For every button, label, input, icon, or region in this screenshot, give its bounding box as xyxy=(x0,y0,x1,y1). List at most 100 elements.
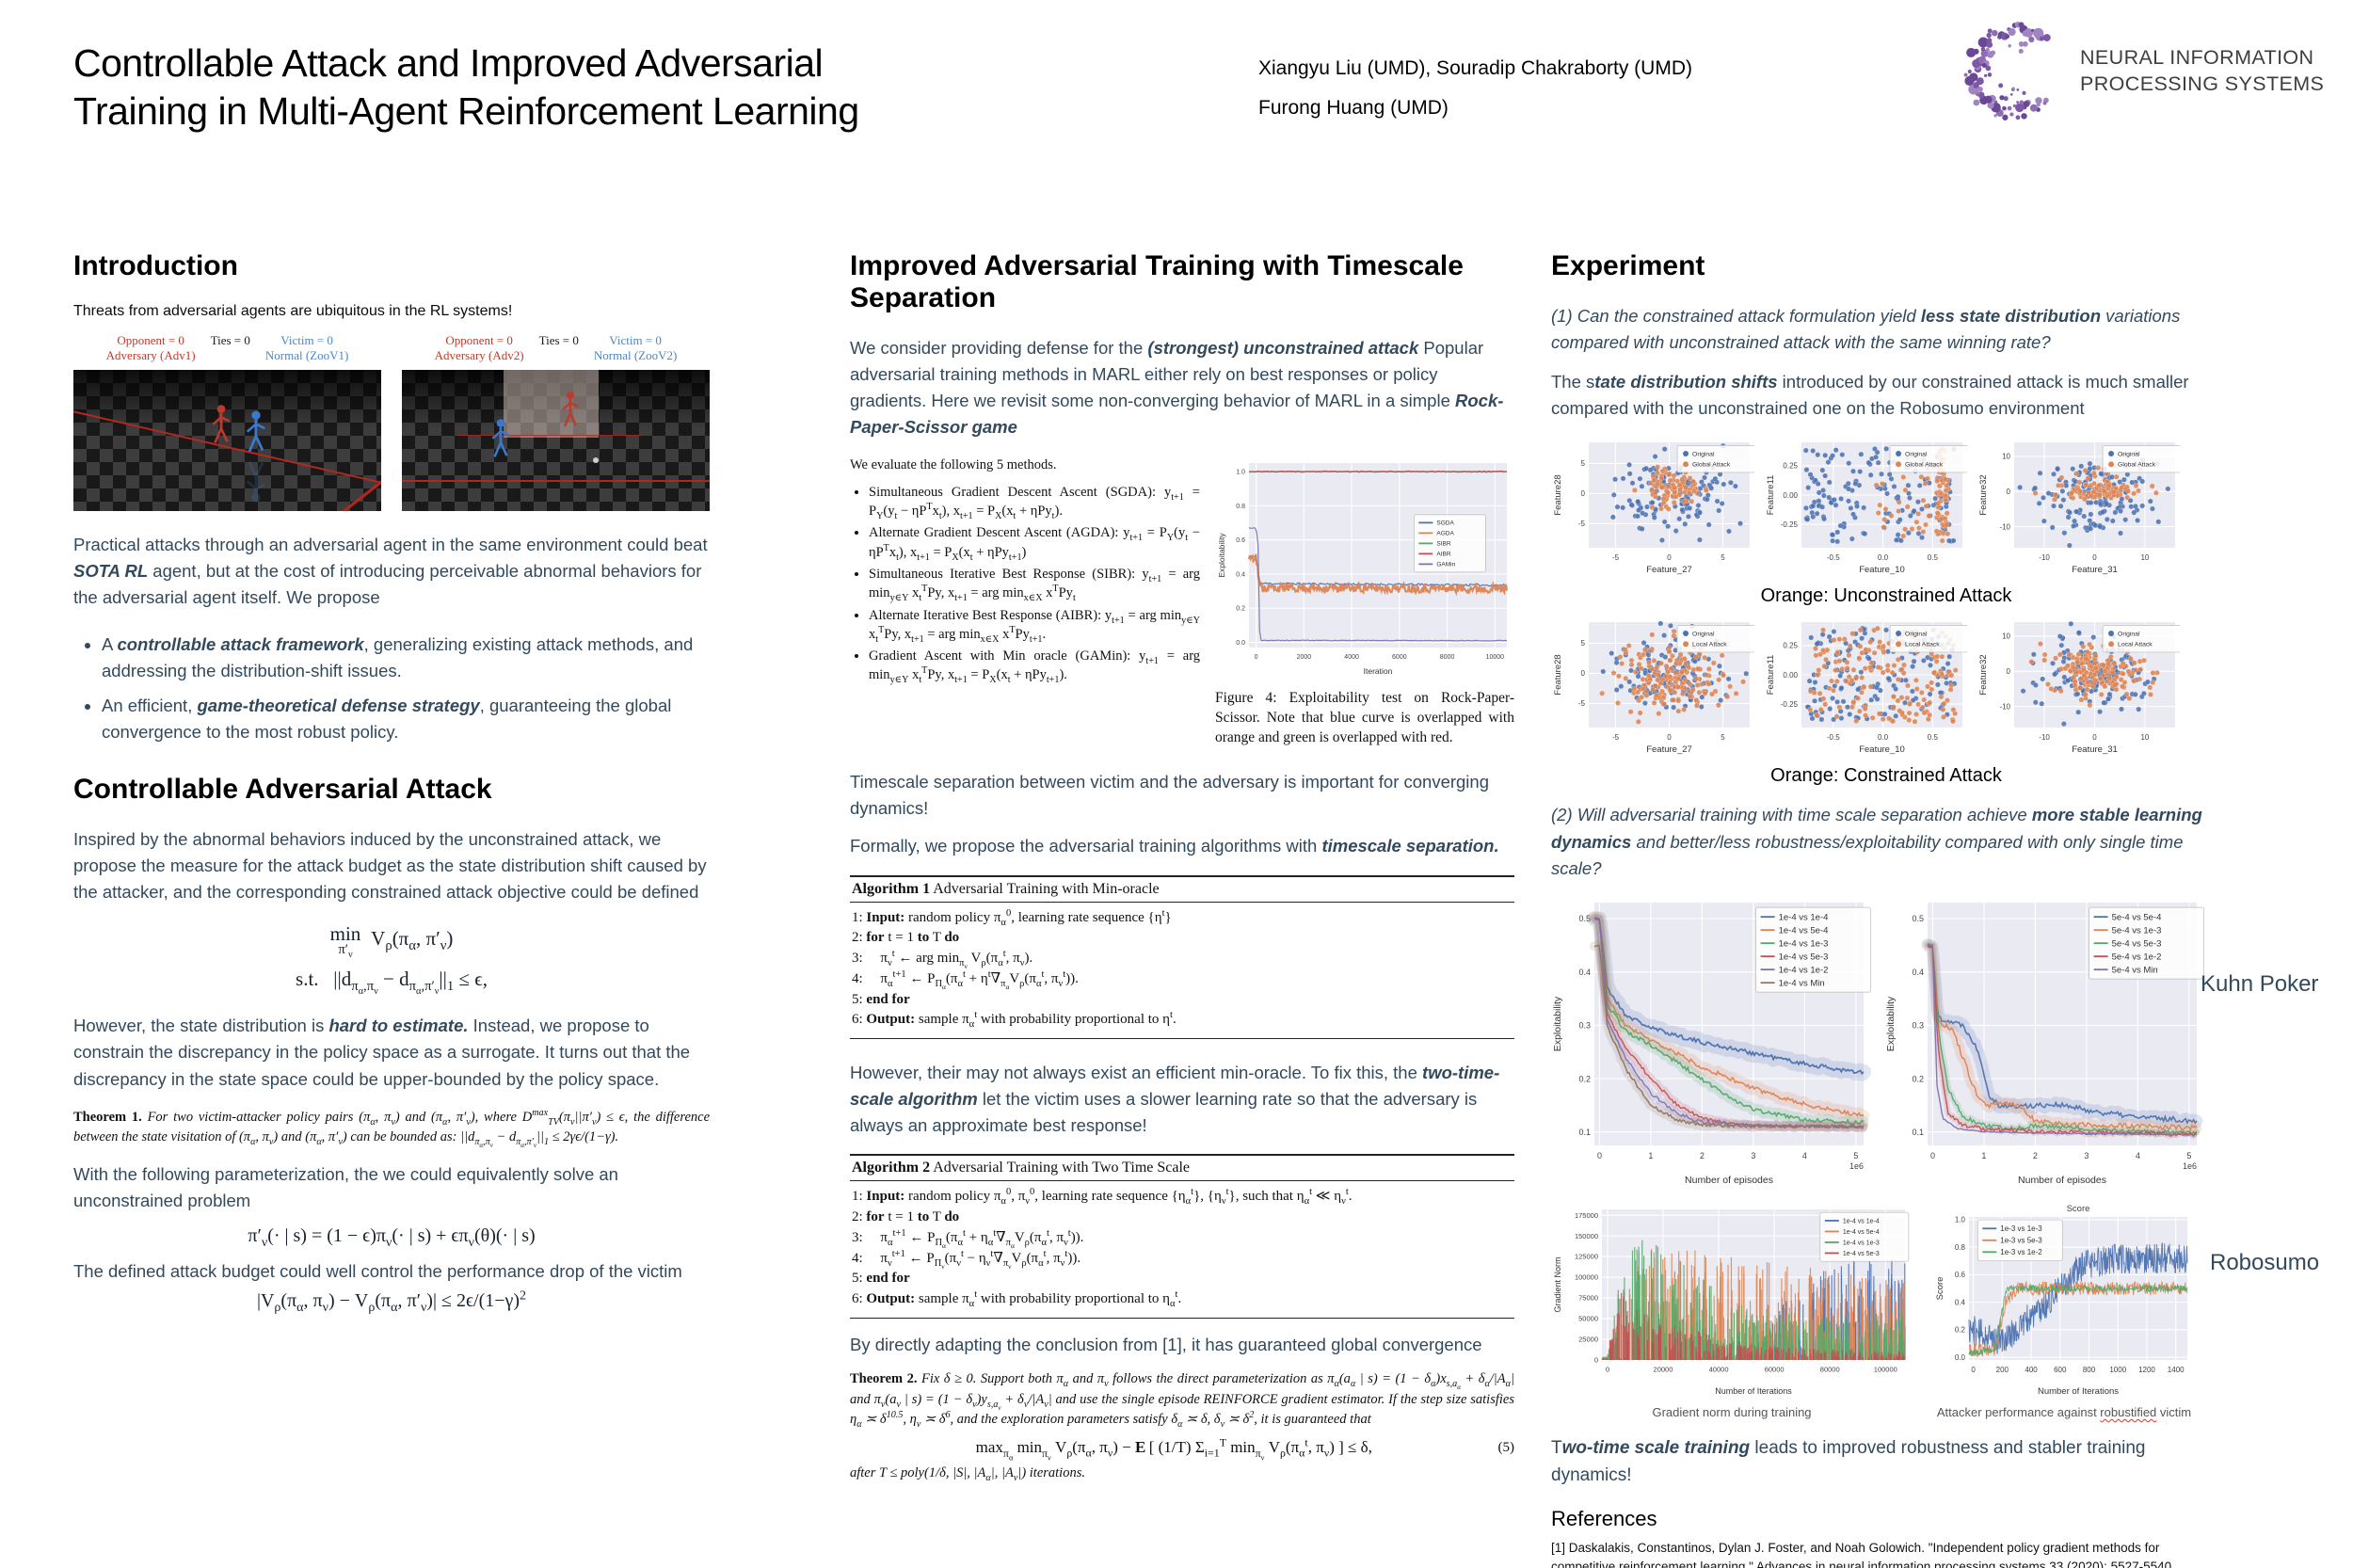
svg-text:Original: Original xyxy=(2118,632,2140,638)
svg-text:8000: 8000 xyxy=(1440,654,1455,661)
svg-text:5e-4 vs 1e-3: 5e-4 vs 1e-3 xyxy=(2112,925,2162,936)
svg-text:175000: 175000 xyxy=(1575,1211,1598,1220)
svg-text:5e-4 vs 5e-4: 5e-4 vs 5e-4 xyxy=(2112,912,2162,922)
svg-text:0.2: 0.2 xyxy=(1578,1074,1591,1083)
gradient-norm-figure: 0 20000 40000 60000 80000 100000 0 25000 50000 75… xyxy=(1551,1200,1913,1419)
svg-text:0.0: 0.0 xyxy=(1878,553,1889,562)
svg-text:Feature32: Feature32 xyxy=(1978,475,1989,516)
svg-text:1e-3 vs 5e-3: 1e-3 vs 5e-3 xyxy=(2000,1236,2042,1244)
score-chart: 0 200 400 600 800 1000 1200 1400 0.0 0.2 0.4 0.6 0.8… xyxy=(1935,1204,2188,1397)
svg-text:0.4: 0.4 xyxy=(1236,572,1245,579)
scene2-ball xyxy=(592,456,599,463)
svg-text:25000: 25000 xyxy=(1578,1335,1598,1343)
methods-lead: We evaluate the following 5 methods. xyxy=(850,457,1057,473)
method-sgda: Simultaneous Gradient Descent Ascent (SG… xyxy=(869,483,1200,521)
svg-text:4: 4 xyxy=(1802,1151,1807,1160)
svg-text:60000: 60000 xyxy=(1765,1365,1785,1373)
column-training: Improved Adversarial Training with Times… xyxy=(850,250,1515,1482)
svg-text:Feature_10: Feature_10 xyxy=(1859,744,1905,755)
equation-5-number: (5) xyxy=(1497,1440,1515,1456)
svg-text:1.0: 1.0 xyxy=(1955,1215,1966,1224)
svg-text:0.0: 0.0 xyxy=(1878,733,1889,742)
reference-1: [1] Daskalakis, Constantinos, Dylan J. F… xyxy=(1551,1540,2175,1568)
scene1-red-agent xyxy=(209,404,233,449)
scatter-feature31-unconstrained: -10 0 10 -10 0 10 Feature_31 Feature32 Original G… xyxy=(1978,442,2180,575)
theorem-1: Theorem 1. For two victim-attacker polic… xyxy=(73,1107,711,1150)
algorithm-1: Algorithm 1 Adversarial Training with Mi… xyxy=(850,874,1514,1040)
svg-text:1e6: 1e6 xyxy=(1849,1161,1864,1171)
svg-text:1.0: 1.0 xyxy=(1236,470,1245,476)
neurips-logo-swirl-icon xyxy=(1963,22,2051,120)
svg-text:-10: -10 xyxy=(1999,703,2010,712)
svg-text:-10: -10 xyxy=(2039,733,2050,742)
svg-text:0.5: 0.5 xyxy=(1578,914,1591,923)
scene2-red-line xyxy=(402,479,710,482)
svg-text:0: 0 xyxy=(1667,733,1672,742)
svg-text:6000: 6000 xyxy=(1392,654,1407,661)
training-paragraph-4: However, their may not always exist an e… xyxy=(850,1063,1500,1136)
svg-text:0: 0 xyxy=(1971,1366,1976,1374)
svg-text:Number of episodes: Number of episodes xyxy=(2018,1175,2106,1186)
methods-list-block: We evaluate the following 5 methods. Sim… xyxy=(850,456,1200,748)
authors: Xiangyu Liu (UMD), Souradip Chakraborty … xyxy=(1258,49,1692,128)
attack-eq1-line1: min π′ν Vρ(πα, π′ν) xyxy=(73,922,710,961)
svg-text:-5: -5 xyxy=(1578,700,1586,709)
min-operator: min π′ν xyxy=(329,922,361,961)
svg-text:100000: 100000 xyxy=(1874,1365,1897,1373)
equation-5: maxπα minπν Vρ(πα, πν) − E [ (1/T) Σi=1T… xyxy=(975,1435,1372,1462)
svg-text:10000: 10000 xyxy=(1486,654,1505,661)
svg-text:0.8: 0.8 xyxy=(1955,1243,1966,1252)
score-figure: 0 200 400 600 800 1000 1200 1400 0.0 0.2 0.4 0.6 0.8… xyxy=(1933,1200,2195,1419)
svg-text:600: 600 xyxy=(2054,1366,2067,1374)
experiment-conclusion: Two-time scale training leads to improve… xyxy=(1551,1437,2146,1486)
svg-text:1: 1 xyxy=(1648,1151,1653,1160)
svg-text:5: 5 xyxy=(1721,553,1725,562)
svg-text:0.0: 0.0 xyxy=(1955,1353,1966,1362)
svg-text:2: 2 xyxy=(2033,1151,2038,1160)
svg-text:0: 0 xyxy=(1667,553,1672,562)
attack-paragraph-4: The defined attack budget could well con… xyxy=(73,1261,682,1282)
svg-text:Feature_31: Feature_31 xyxy=(2072,744,2118,755)
svg-text:1400: 1400 xyxy=(2168,1366,2185,1374)
svg-text:5: 5 xyxy=(1581,640,1586,648)
svg-text:0.1: 0.1 xyxy=(1912,1128,1924,1137)
scene1-blue-agent xyxy=(243,409,269,458)
algo1-line-6: 6: Output: sample παt with probability p… xyxy=(852,1010,1176,1031)
svg-text:3: 3 xyxy=(1751,1151,1755,1160)
algo2-line-5: 5: end for xyxy=(852,1271,910,1287)
svg-text:Original: Original xyxy=(1692,452,1715,458)
svg-text:Global Attack: Global Attack xyxy=(2118,462,2156,469)
svg-text:1000: 1000 xyxy=(2109,1366,2126,1374)
svg-text:-0.5: -0.5 xyxy=(1827,733,1840,742)
svg-text:GAMin: GAMin xyxy=(1436,562,1455,568)
svg-text:1200: 1200 xyxy=(2138,1366,2155,1374)
svg-text:Exploitability: Exploitability xyxy=(1552,996,1563,1051)
attack-equation-3: |Vρ(πα, πν) − Vρ(πα, π′ν)| ≤ 2ϵ/(1−γ)2 xyxy=(256,1288,527,1316)
kuhn-poker-row: 0 1 2 3 4 5 0.1 0.2 0.3 0.4 0.5 Number of episodes E… xyxy=(1551,895,2221,1189)
svg-text:2000: 2000 xyxy=(1297,654,1312,661)
constrained-caption: Orange: Constrained Attack xyxy=(1770,765,2002,787)
svg-text:0.1: 0.1 xyxy=(1578,1128,1591,1137)
experiment-answer-1: The state distribution shifts introduced… xyxy=(1551,372,2189,419)
svg-text:10: 10 xyxy=(2140,553,2149,562)
svg-text:Feature32: Feature32 xyxy=(1978,655,1989,696)
methods-list: Simultaneous Gradient Descent Ascent (SG… xyxy=(850,483,1200,685)
svg-text:0.00: 0.00 xyxy=(1783,491,1798,500)
attack-equation-2: π′ν(· | s) = (1 − ϵ)πν(· | s) + ϵπν(θ)(·… xyxy=(248,1225,536,1251)
intro-bullet-2: An efficient, game-theoretical defense s… xyxy=(102,693,710,745)
svg-text:SGDA: SGDA xyxy=(1436,520,1454,527)
svg-text:4: 4 xyxy=(2136,1151,2140,1160)
neurips-logo: NEURAL INFORMATION PROCESSING SYSTEMS xyxy=(1948,6,2324,137)
gradient-norm-caption: Gradient norm during training xyxy=(1652,1404,1812,1419)
svg-text:200: 200 xyxy=(1996,1366,2009,1374)
svg-text:1: 1 xyxy=(1981,1151,1986,1160)
svg-text:Feature_27: Feature_27 xyxy=(1646,565,1692,575)
svg-text:0.2: 0.2 xyxy=(1955,1325,1966,1334)
score-caption: Attacker performance against robustified… xyxy=(1936,1404,2192,1419)
attack-eq1-constraint: s.t. ||dπα,πν − dπα,π′ν||1 ≤ ϵ, xyxy=(296,968,488,998)
svg-text:Feature_31: Feature_31 xyxy=(2072,565,2118,575)
intro-bullet-list: A controllable attack framework, general… xyxy=(73,632,710,745)
scene2-blue-agent xyxy=(488,418,513,463)
column-experiment: Experiment (1) Can the constrained attac… xyxy=(1551,250,2221,1568)
intro-paragraph: Practical attacks through an adversarial… xyxy=(73,534,708,607)
